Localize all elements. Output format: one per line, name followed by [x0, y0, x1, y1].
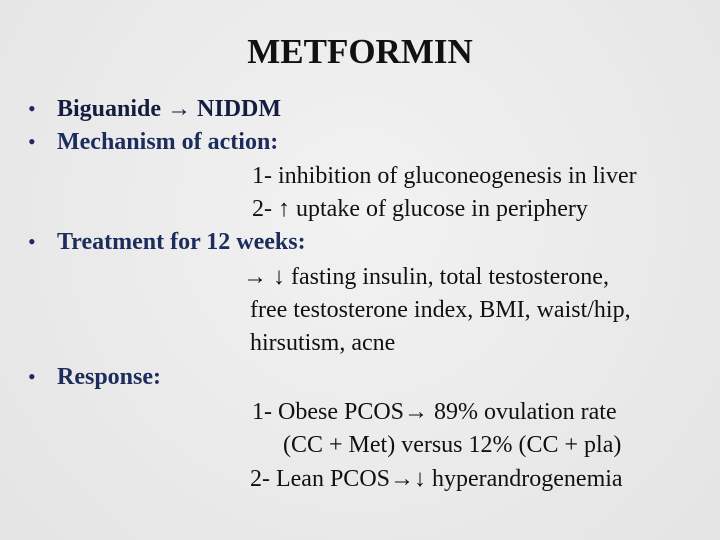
- bullet-dot: •: [28, 364, 36, 389]
- sub-line: (CC + Met) versus 12% (CC + pla): [283, 432, 622, 458]
- bullet-text: Treatment for 12 weeks:: [57, 229, 306, 255]
- bullet-text: Mechanism of action:: [57, 129, 279, 155]
- bullet-dot: •: [28, 129, 36, 154]
- sub-line: 2- ↑ uptake of glucose in periphery: [252, 196, 588, 222]
- sub-line: hirsutism, acne: [250, 330, 396, 356]
- bullet-dot: •: [28, 96, 36, 121]
- sub-line: 2- Lean PCOS→↓ hyperandrogenemia: [250, 466, 623, 492]
- bullet-text: Response:: [57, 364, 162, 390]
- sub-line: free testosterone index, BMI, waist/hip,: [250, 297, 631, 323]
- bullet-dot: •: [28, 229, 36, 254]
- title: METFORMIN: [247, 32, 473, 71]
- sub-line: 1- Obese PCOS→ 89% ovulation rate: [252, 399, 617, 425]
- sub-line: 1- inhibition of gluconeogenesis in live…: [252, 163, 637, 189]
- bullet-text: Biguanide → NIDDM: [57, 96, 282, 122]
- sub-line: → ↓ fasting insulin, total testosterone,: [243, 264, 609, 290]
